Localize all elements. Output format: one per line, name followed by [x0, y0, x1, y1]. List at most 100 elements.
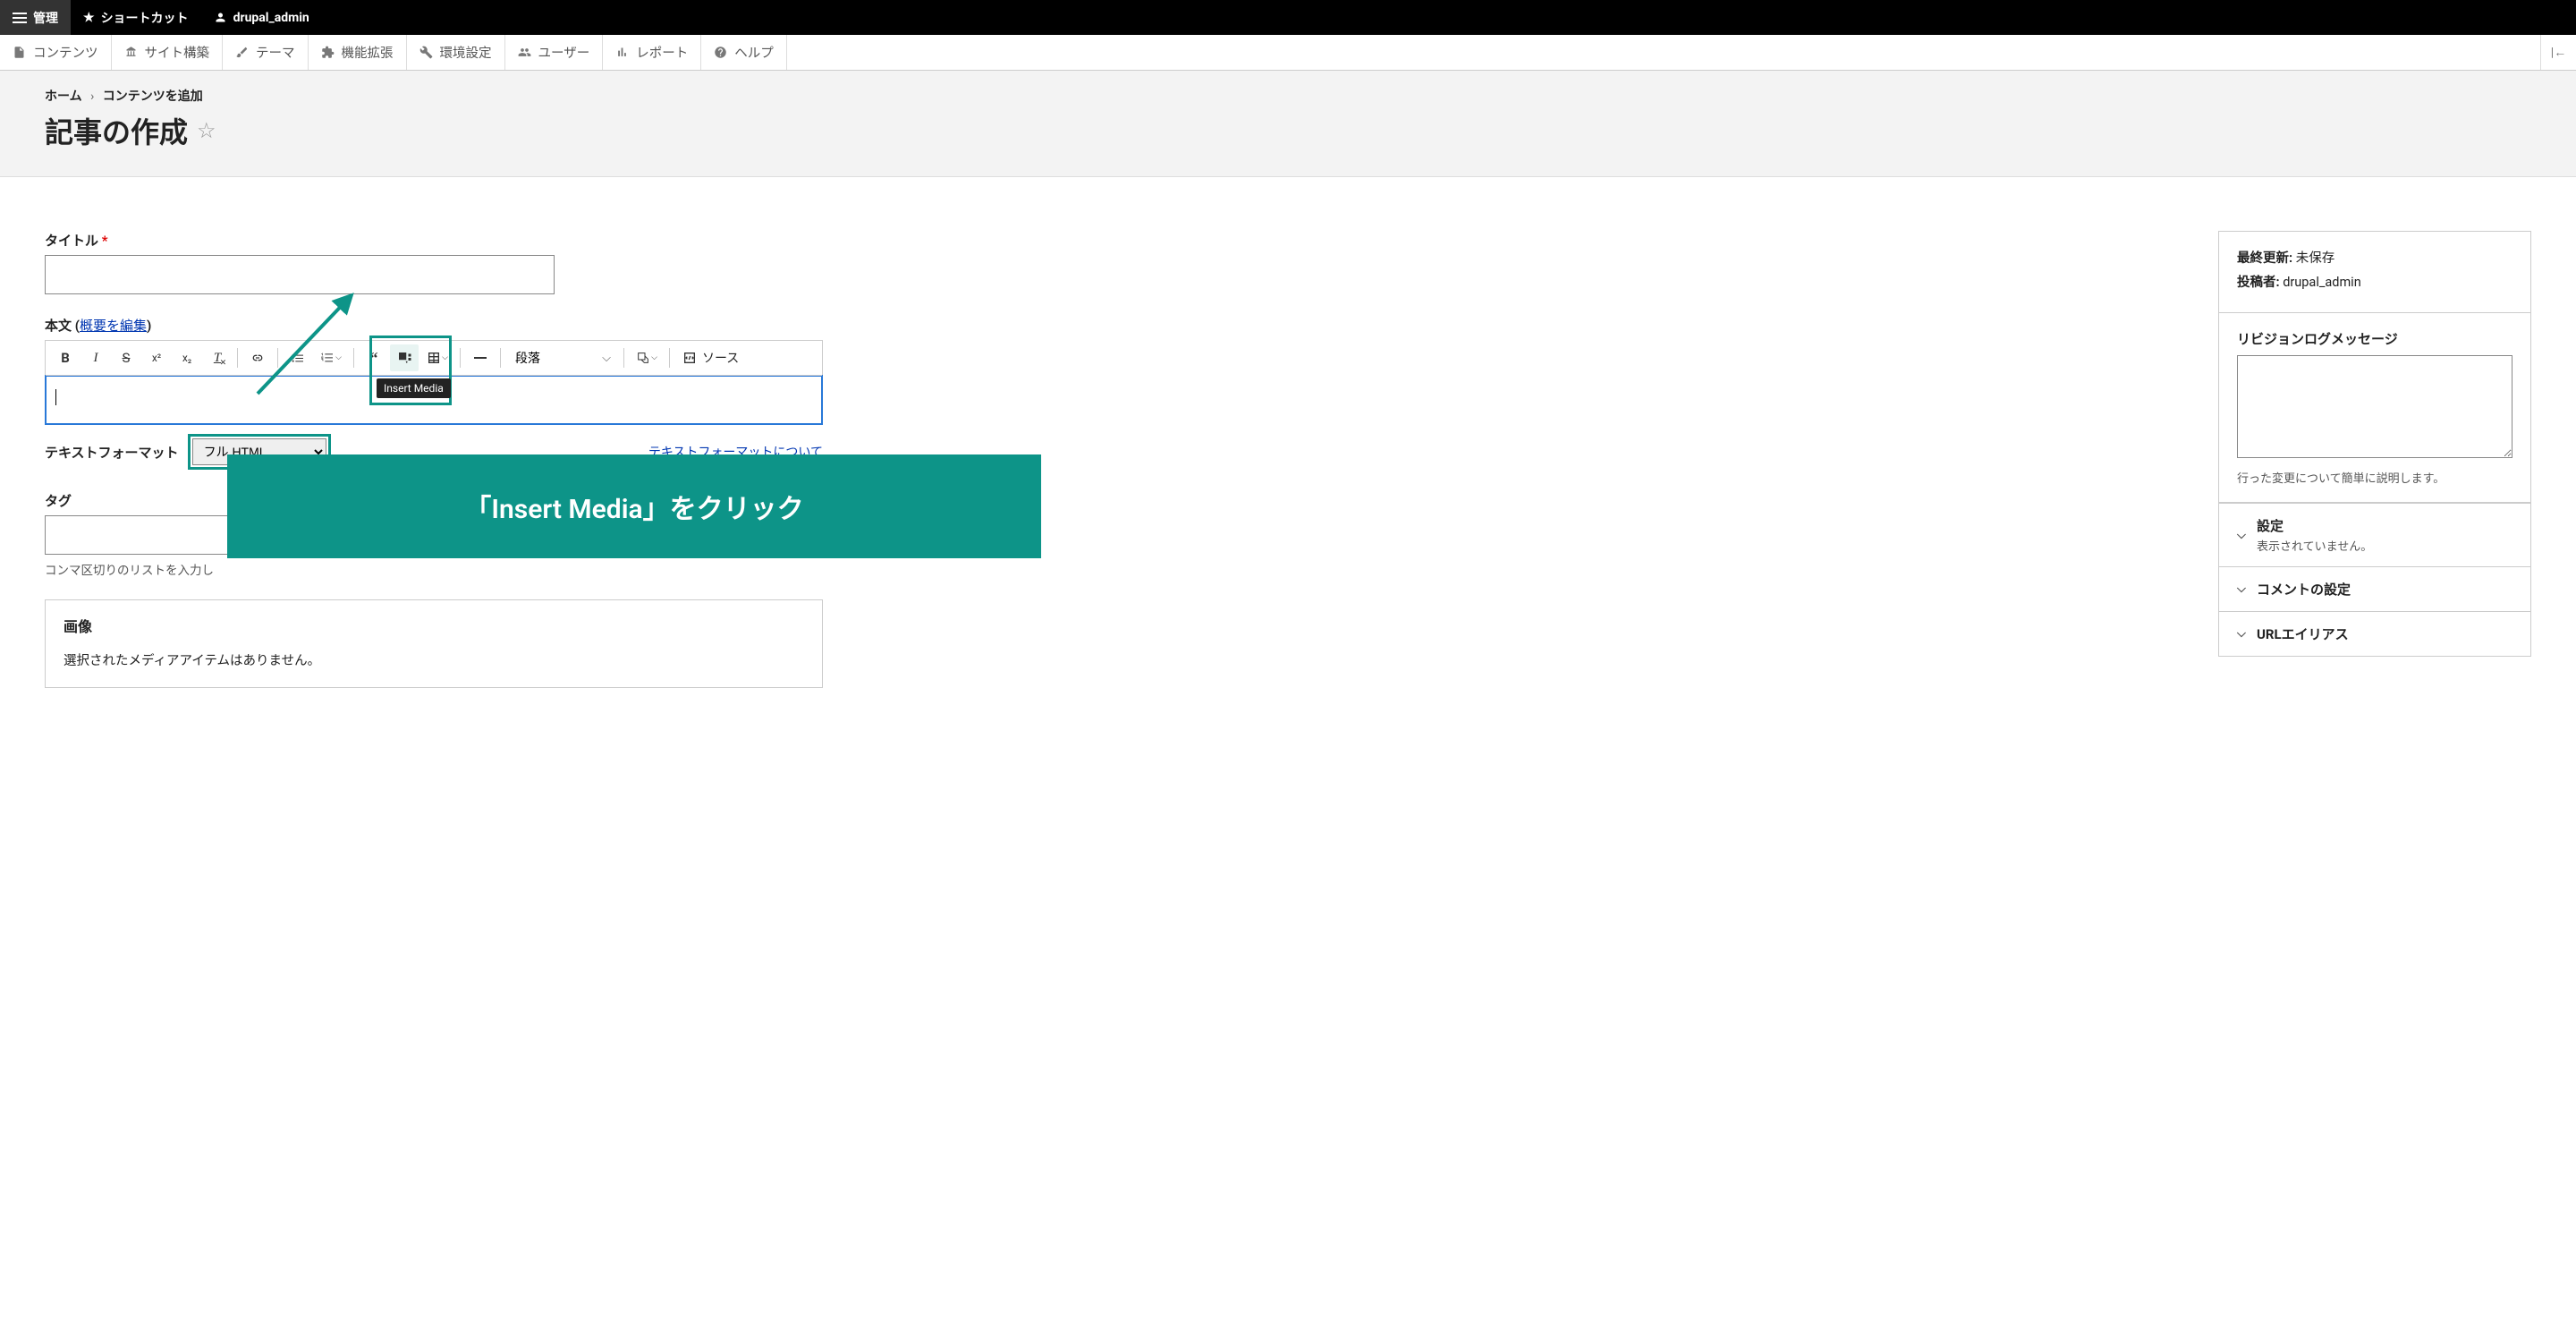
source-icon	[682, 351, 697, 365]
comment-settings-accordion[interactable]: ⌵ コメントの設定	[2219, 566, 2530, 611]
header-region: ホーム › コンテンツを追加 記事の作成 ☆	[0, 71, 2576, 177]
revision-textarea[interactable]	[2237, 355, 2512, 458]
ol-icon	[320, 351, 335, 365]
user-label: drupal_admin	[233, 11, 309, 25]
menu-extend[interactable]: 機能拡張	[309, 35, 407, 70]
insert-media-tooltip: Insert Media	[377, 378, 451, 398]
italic-button[interactable]: I	[81, 344, 110, 371]
menu-settings-accordion[interactable]: ⌵ 設定 表示されていません。	[2219, 503, 2530, 566]
chevron-down-icon: ⌵	[2237, 582, 2250, 596]
subscript-button[interactable]: x₂	[173, 344, 201, 371]
sidebar-box: 最終更新: 未保存 投稿者: drupal_admin リビジョンログメッセージ…	[2218, 231, 2531, 657]
table-button[interactable]: ⌵	[420, 344, 454, 371]
media-icon	[396, 350, 412, 366]
format-label: テキストフォーマット	[45, 443, 179, 462]
menu-help-label: ヘルプ	[734, 43, 774, 62]
menu-people-label: ユーザー	[538, 43, 590, 62]
title-input[interactable]	[45, 255, 555, 294]
superscript-button[interactable]: x²	[142, 344, 171, 371]
revision-label: リビジョンログメッセージ	[2237, 329, 2512, 348]
clear-format-button[interactable]: T✕	[203, 344, 232, 371]
source-button[interactable]: ソース	[675, 344, 746, 371]
editor: B I S x² x₂ T✕ ⌵	[45, 340, 823, 425]
user-icon	[214, 11, 227, 24]
brush-icon	[235, 46, 249, 59]
title-field: タイトル *	[45, 231, 2182, 294]
menu-settings-sub: 表示されていません。	[2257, 537, 2372, 554]
heading-dropdown-wrap: 段落	[506, 344, 618, 371]
menu-content[interactable]: コンテンツ	[0, 35, 112, 70]
menu-extend-label: 機能拡張	[342, 43, 394, 62]
link-icon	[250, 351, 265, 365]
menu-help[interactable]: ヘルプ	[701, 35, 787, 70]
manage-label: 管理	[33, 9, 58, 27]
menu-structure[interactable]: サイト構築	[112, 35, 224, 70]
bold-button[interactable]: B	[51, 344, 80, 371]
breadcrumb: ホーム › コンテンツを追加	[45, 87, 2531, 105]
page-title: 記事の作成 ☆	[45, 110, 2531, 151]
wrench-icon	[419, 46, 433, 59]
image-empty-text: 選択されたメディアアイテムはありません。	[46, 650, 822, 687]
separator	[277, 348, 278, 368]
shortcuts-link[interactable]: ★ ショートカット	[71, 0, 201, 35]
admin-menu: コンテンツ サイト構築 テーマ 機能拡張 環境設定 ユーザー レポート ヘルプ …	[0, 35, 2576, 71]
numbered-list-button[interactable]: ⌵	[314, 344, 348, 371]
image-fieldset: 画像 選択されたメディアアイテムはありません。	[45, 599, 823, 688]
menu-appearance-label: テーマ	[256, 43, 295, 62]
menu-content-label: コンテンツ	[33, 43, 98, 62]
blockquote-button[interactable]: “	[360, 344, 388, 371]
source-label: ソース	[702, 349, 739, 367]
menu-config-label: 環境設定	[440, 43, 492, 62]
people-icon	[518, 46, 531, 59]
sidebar: 最終更新: 未保存 投稿者: drupal_admin リビジョンログメッセージ…	[2218, 231, 2531, 657]
chevron-down-icon: ⌵	[651, 353, 657, 362]
edit-summary-link[interactable]: 概要を編集	[80, 318, 147, 334]
revision-help: 行った変更について簡単に説明します。	[2237, 469, 2512, 486]
ul-icon	[291, 351, 305, 365]
separator	[500, 348, 501, 368]
body-field: 本文 (概要を編集) B I S x² x₂ T✕	[45, 316, 2182, 470]
language-button[interactable]: ⌵	[630, 344, 664, 371]
strike-button[interactable]: S	[112, 344, 140, 371]
meta-section: 最終更新: 未保存 投稿者: drupal_admin	[2219, 232, 2530, 313]
favorite-star-icon[interactable]: ☆	[197, 118, 216, 143]
breadcrumb-sep: ›	[90, 89, 94, 104]
separator	[669, 348, 670, 368]
body-label: 本文 (概要を編集)	[45, 316, 2182, 335]
last-saved: 最終更新: 未保存	[2237, 248, 2512, 267]
title-label: タイトル *	[45, 231, 2182, 250]
collapse-toggle[interactable]: |←	[2540, 35, 2576, 70]
shortcuts-label: ショートカット	[101, 9, 189, 27]
breadcrumb-add[interactable]: コンテンツを追加	[103, 89, 203, 104]
menu-config[interactable]: 環境設定	[407, 35, 505, 70]
breadcrumb-home[interactable]: ホーム	[45, 89, 82, 104]
menu-people[interactable]: ユーザー	[505, 35, 604, 70]
image-legend: 画像	[46, 600, 822, 650]
insert-media-button[interactable]	[390, 344, 419, 371]
page-title-text: 記事の作成	[45, 110, 188, 151]
bulleted-list-button[interactable]	[284, 344, 312, 371]
link-button[interactable]	[243, 344, 272, 371]
hr-button[interactable]	[466, 344, 495, 371]
url-alias-accordion[interactable]: ⌵ URLエイリアス	[2219, 611, 2530, 656]
topbar: 管理 ★ ショートカット drupal_admin	[0, 0, 2576, 35]
instruction-callout: 「Insert Media」をクリック	[227, 454, 1041, 558]
menu-reports[interactable]: レポート	[603, 35, 701, 70]
revision-section: リビジョンログメッセージ 行った変更について簡単に説明します。	[2219, 313, 2530, 503]
menu-appearance[interactable]: テーマ	[223, 35, 309, 70]
editor-toolbar: B I S x² x₂ T✕ ⌵	[46, 341, 822, 376]
menu-structure-label: サイト構築	[145, 43, 210, 62]
spacer	[787, 35, 2540, 70]
comment-settings-label: コメントの設定	[2257, 580, 2351, 599]
file-icon	[13, 46, 26, 59]
menu-reports-label: レポート	[636, 43, 688, 62]
heading-dropdown[interactable]: 段落	[506, 344, 618, 371]
separator	[237, 348, 238, 368]
chevron-down-icon: ⌵	[442, 353, 448, 362]
puzzle-icon	[321, 46, 335, 59]
chevron-down-icon: ⌵	[2237, 529, 2250, 542]
menu-settings-label: 設定	[2257, 516, 2372, 535]
manage-toggle[interactable]: 管理	[0, 0, 71, 35]
chevron-down-icon: ⌵	[335, 353, 342, 362]
user-link[interactable]: drupal_admin	[201, 0, 322, 35]
